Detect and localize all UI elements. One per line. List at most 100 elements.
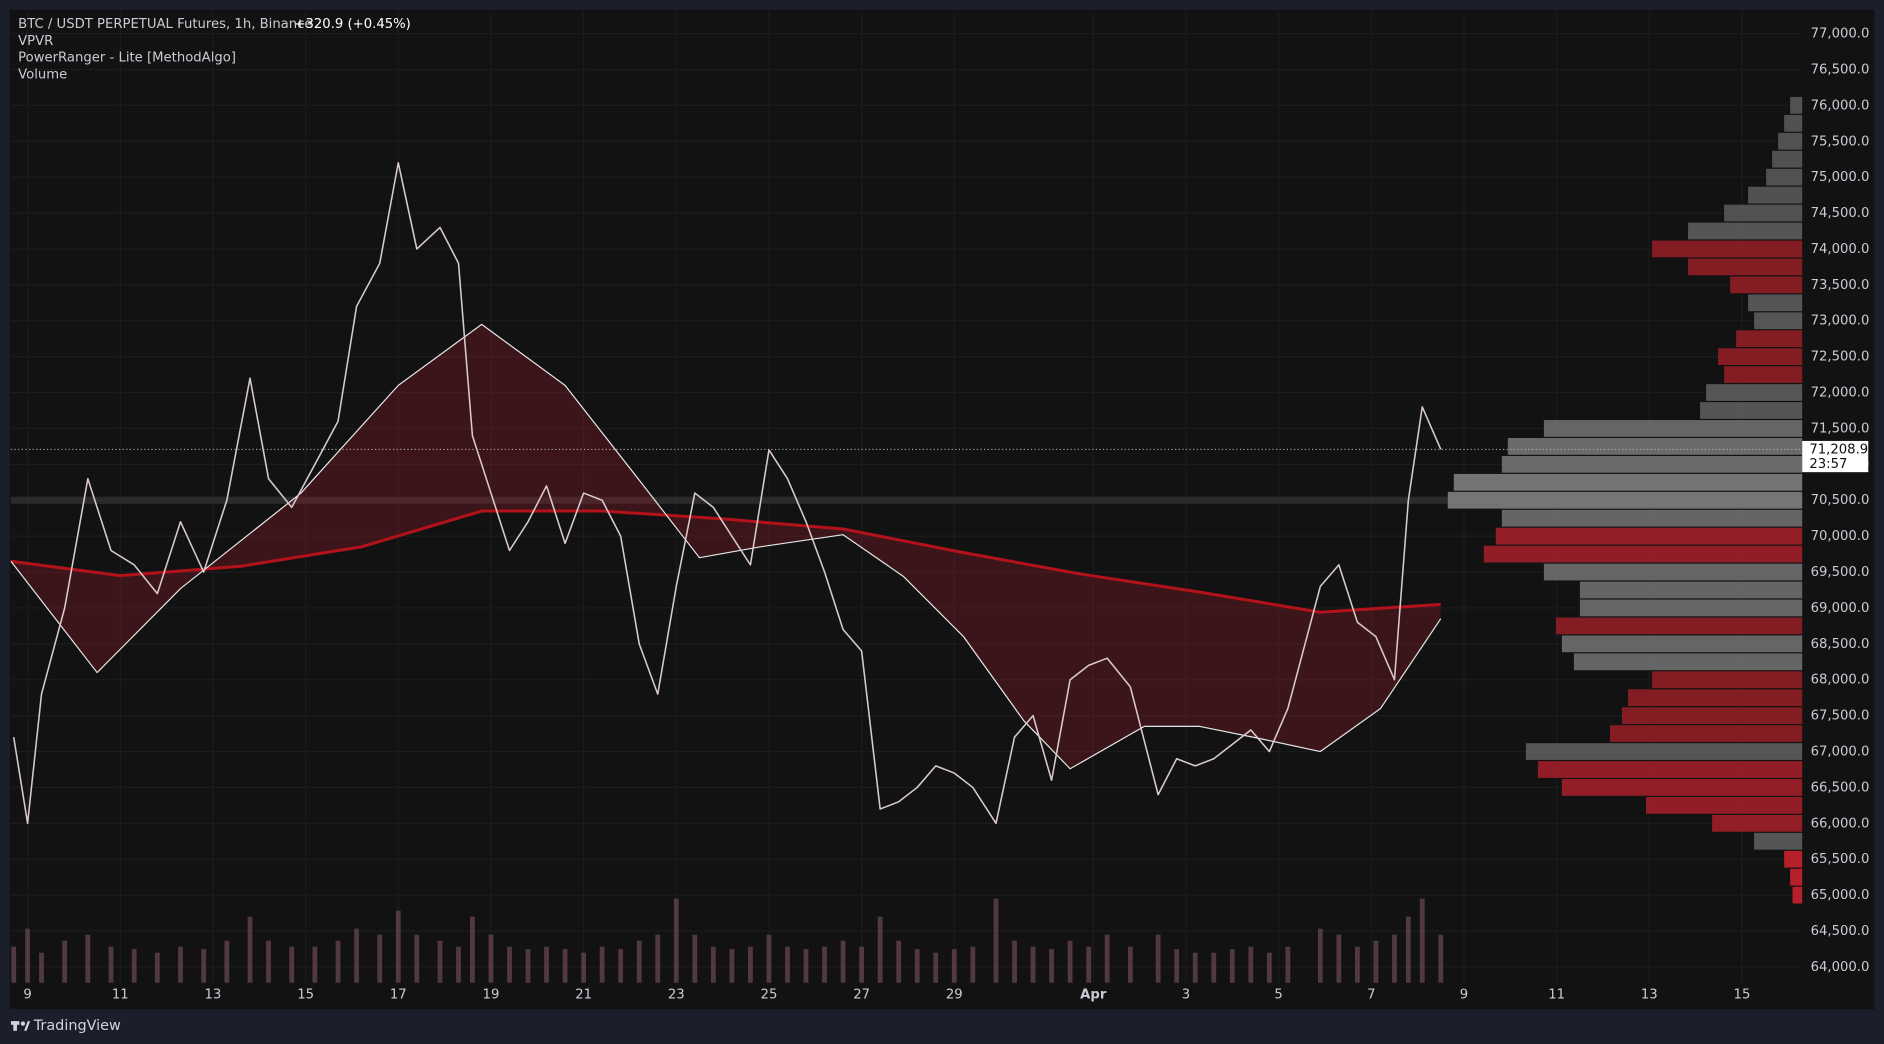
profile-bar — [1790, 868, 1803, 886]
poc-band — [10, 496, 1803, 504]
volume-bar — [11, 946, 17, 983]
volume-bar — [266, 940, 271, 983]
x-tick-label: 25 — [761, 988, 778, 1003]
volume-bar — [748, 946, 753, 983]
y-tick-label: 66,000.0 — [1811, 816, 1870, 831]
y-tick-label: 72,500.0 — [1811, 350, 1870, 365]
y-tick-label: 64,000.0 — [1811, 960, 1870, 975]
volume-bar — [1266, 952, 1272, 983]
profile-bar — [1501, 455, 1803, 473]
volume-bar — [1405, 916, 1411, 983]
x-tick-label: 23 — [668, 988, 685, 1003]
profile-bar — [1790, 96, 1803, 114]
volume-bar — [859, 946, 865, 983]
volume-bar — [1229, 949, 1235, 983]
profile-bar — [1724, 204, 1803, 222]
volume-bar — [525, 949, 531, 983]
y-tick-label: 67,000.0 — [1811, 745, 1870, 760]
y-tick-label: 69,500.0 — [1811, 565, 1870, 580]
profile-bar — [1772, 150, 1803, 168]
y-tick-label: 65,000.0 — [1811, 888, 1870, 903]
x-tick-label: 9 — [23, 988, 31, 1003]
volume-bar — [562, 949, 568, 983]
volume-bar — [488, 934, 494, 983]
volume-bar — [62, 940, 68, 983]
profile-bar — [1646, 797, 1803, 814]
volume-bar — [803, 949, 809, 983]
volume-bar — [108, 946, 114, 983]
volume-bar — [1067, 940, 1073, 983]
volume-bar — [1419, 898, 1425, 983]
volume-bar — [1317, 928, 1323, 983]
x-tick-label: 29 — [946, 988, 963, 1003]
volume-bar — [729, 949, 735, 983]
x-tick-label: 21 — [575, 988, 592, 1003]
volume-bar — [178, 946, 183, 983]
volume-bar — [1438, 934, 1444, 983]
profile-bar — [1543, 420, 1803, 437]
volume-bar — [599, 946, 605, 983]
y-tick-label: 66,500.0 — [1811, 780, 1870, 795]
indicator: PowerRanger - Lite [MethodAlgo] — [18, 51, 236, 66]
volume-bar — [456, 946, 461, 983]
profile-bar — [1621, 707, 1803, 725]
volume-bar — [1192, 952, 1198, 983]
volume-bar — [247, 916, 253, 983]
profile-bar — [1579, 599, 1803, 617]
profile-bar — [1748, 294, 1803, 312]
profile-bar — [1706, 384, 1803, 401]
volume-bar — [39, 952, 44, 983]
marks — [10, 96, 1803, 983]
profile-bar — [1501, 509, 1803, 527]
profile-bar — [1754, 312, 1803, 330]
volume-bar — [951, 949, 957, 983]
volume-bar — [896, 940, 902, 983]
volume-bar — [1248, 946, 1254, 983]
volume-bar — [1174, 949, 1180, 983]
y-tick-label: 74,000.0 — [1811, 242, 1870, 257]
y-tick-label: 72,000.0 — [1811, 386, 1870, 401]
countdown: 23:57 — [1809, 457, 1847, 472]
profile-bar — [1507, 438, 1803, 455]
profile-bar — [1453, 473, 1803, 491]
profile-bar — [1736, 330, 1803, 348]
x-tick-label: 3 — [1182, 988, 1190, 1003]
volume-bar — [470, 916, 475, 983]
x-tick-label: 15 — [1734, 988, 1751, 1003]
y-tick-label: 64,500.0 — [1811, 924, 1870, 939]
profile-bar — [1730, 276, 1803, 294]
indicator: Volume — [18, 67, 67, 82]
profile-bar — [1561, 635, 1803, 653]
profile-bar — [1792, 886, 1803, 904]
y-tick-label: 67,500.0 — [1811, 709, 1870, 724]
profile-bar — [1495, 527, 1803, 545]
profile-bar — [1766, 168, 1803, 186]
volume-bar — [289, 946, 295, 983]
y-tick-label: 68,500.0 — [1811, 637, 1870, 652]
volume-bar — [1373, 940, 1379, 983]
y-tick-label: 73,000.0 — [1811, 314, 1870, 329]
profile-bar — [1712, 814, 1803, 832]
volume-bar — [1211, 952, 1217, 983]
profile-bar — [1543, 563, 1803, 581]
y-tick-label: 73,500.0 — [1811, 278, 1870, 293]
profile-bar — [1609, 725, 1803, 742]
volume-bar — [201, 949, 207, 983]
profile-bar — [1483, 545, 1803, 563]
x-tick-label: 5 — [1274, 988, 1282, 1003]
y-tick-label: 70,500.0 — [1811, 493, 1870, 508]
volume-bar — [224, 940, 230, 983]
profile-bar — [1573, 653, 1803, 671]
volume-bar — [1030, 946, 1036, 983]
y-tick-label: 76,500.0 — [1811, 62, 1870, 77]
volume-bar — [1086, 946, 1092, 983]
chart-title: BTC / USDT PERPETUAL Futures, 1h, Binanc… — [18, 17, 312, 32]
volume-bar — [636, 940, 642, 983]
series-line — [10, 323, 1442, 770]
volume-bar — [970, 946, 976, 983]
volume-bar — [840, 940, 846, 983]
indicator: VPVR — [18, 34, 53, 49]
profile-bar — [1652, 671, 1803, 689]
price-change: +320.9 (+0.45%) — [294, 17, 410, 32]
